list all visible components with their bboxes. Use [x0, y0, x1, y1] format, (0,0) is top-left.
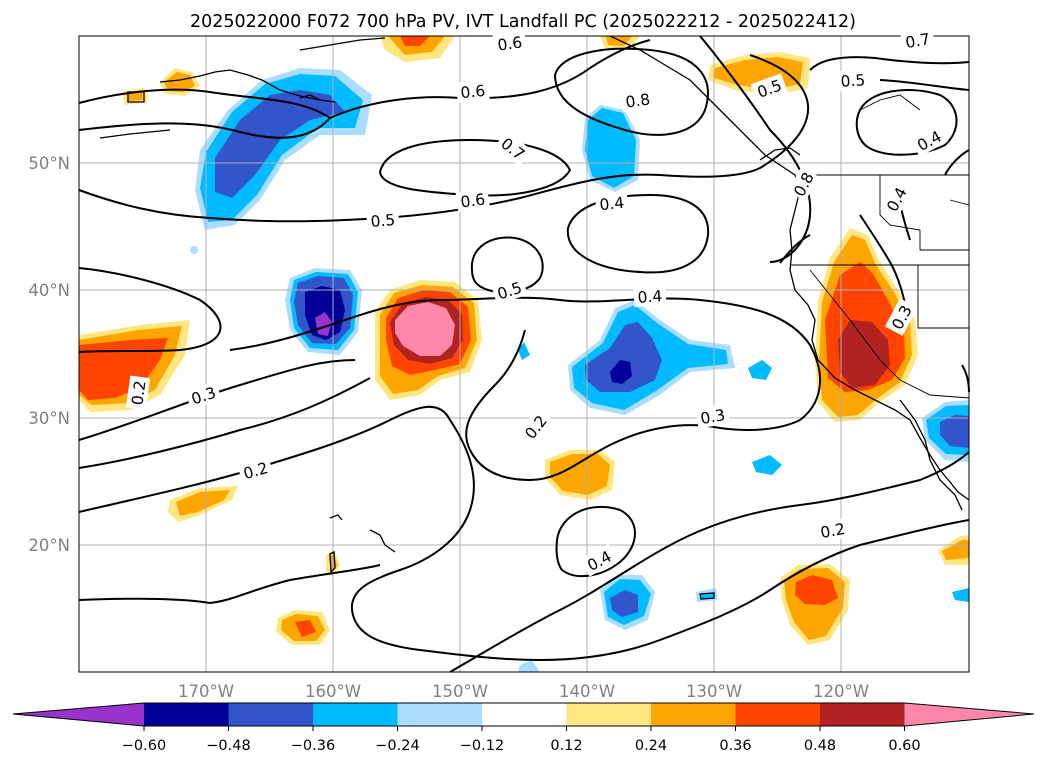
- anomaly-blob-south-small: [168, 450, 782, 577]
- colorbar-swatch: [313, 703, 398, 726]
- colorbar-tick-label: −0.12: [460, 738, 504, 754]
- lon-label-150w: 150°W: [432, 682, 488, 701]
- anomaly-blob-bc-coast: [582, 105, 640, 192]
- contour-label: 0.6: [460, 82, 486, 102]
- lon-label-120w: 120°W: [813, 682, 869, 701]
- map-title: 2025022000 F072 700 hPa PV, IVT Landfall…: [190, 12, 856, 32]
- colorbar-tick-label: −0.36: [291, 738, 335, 754]
- lat-label-30n: 30°N: [28, 409, 70, 428]
- political-borders: [790, 94, 970, 399]
- colorbar-swatch: [397, 703, 482, 726]
- contour-label: 0.6: [459, 190, 486, 211]
- anomaly-blob-west-edge: [79, 320, 190, 412]
- anomaly-blob-aleutians: [190, 68, 372, 254]
- colorbar-tick-label: 0.36: [719, 738, 751, 754]
- anomaly-blob-gulf-alaska: [380, 36, 455, 62]
- colorbar-tick-label: −0.24: [375, 738, 419, 754]
- contour-label: 0.2: [128, 379, 149, 406]
- colorbar-swatch: [820, 703, 905, 726]
- contour-label: 0.7: [904, 30, 931, 52]
- contour-label: 0.3: [699, 406, 726, 428]
- coastlines: [99, 35, 970, 600]
- colorbar-tick-label: 0.60: [888, 738, 920, 754]
- lon-label-160w: 160°W: [305, 682, 361, 701]
- colorbar-swatch: [144, 703, 229, 726]
- anomaly-blob-central-neg: [285, 268, 362, 355]
- lon-label-170w: 170°W: [178, 682, 234, 701]
- anomaly-blob-south-central: [518, 300, 772, 415]
- colorbar-swatch: [228, 703, 313, 726]
- contour-label: 0.5: [840, 71, 866, 91]
- lat-axis-labels: 50°N 40°N 30°N 20°N: [28, 154, 70, 555]
- anomaly-blob-far-south: [276, 535, 969, 672]
- colorbar-extend-low: [13, 703, 144, 726]
- lat-label-40n: 40°N: [28, 281, 70, 300]
- anomaly-blob-central-pos: [375, 280, 482, 400]
- lat-label-20n: 20°N: [28, 536, 70, 555]
- lon-label-140w: 140°W: [559, 682, 615, 701]
- colorbar-tick-label: 0.48: [804, 738, 836, 754]
- colorbar-swatch: [651, 703, 736, 726]
- contour-label: 0.5: [370, 211, 396, 231]
- lat-label-50n: 50°N: [28, 154, 70, 173]
- colorbar-tick-label: 0.12: [550, 738, 582, 754]
- lon-label-130w: 130°W: [686, 682, 742, 701]
- contour-label: 0.4: [599, 194, 625, 214]
- colorbar-tick-label: −0.48: [206, 738, 250, 754]
- colorbar: −0.60 −0.48 −0.36 −0.24 −0.12 0.12 0.24 …: [12, 702, 1035, 754]
- colorbar-swatch: [566, 703, 651, 726]
- colorbar-tick-label: 0.24: [635, 738, 667, 754]
- colorbar-extend-high: [904, 703, 1034, 726]
- contour-label: 0.6: [496, 33, 523, 54]
- lon-axis-labels: 170°W 160°W 150°W 140°W 130°W 120°W: [178, 682, 869, 701]
- colorbar-swatch: [482, 703, 567, 726]
- contour-label: 0.8: [624, 90, 651, 111]
- colorbar-tick-label: −0.60: [122, 738, 166, 754]
- pv-contours: [78, 35, 970, 673]
- contour-label: 0.4: [637, 287, 663, 307]
- contour-label: 0.2: [819, 520, 846, 542]
- colorbar-swatch: [735, 703, 820, 726]
- contour-labels: 0.6 0.6 0.7 0.8 0.6 0.5 0.4 0.7 0.4 0.5 …: [125, 27, 948, 577]
